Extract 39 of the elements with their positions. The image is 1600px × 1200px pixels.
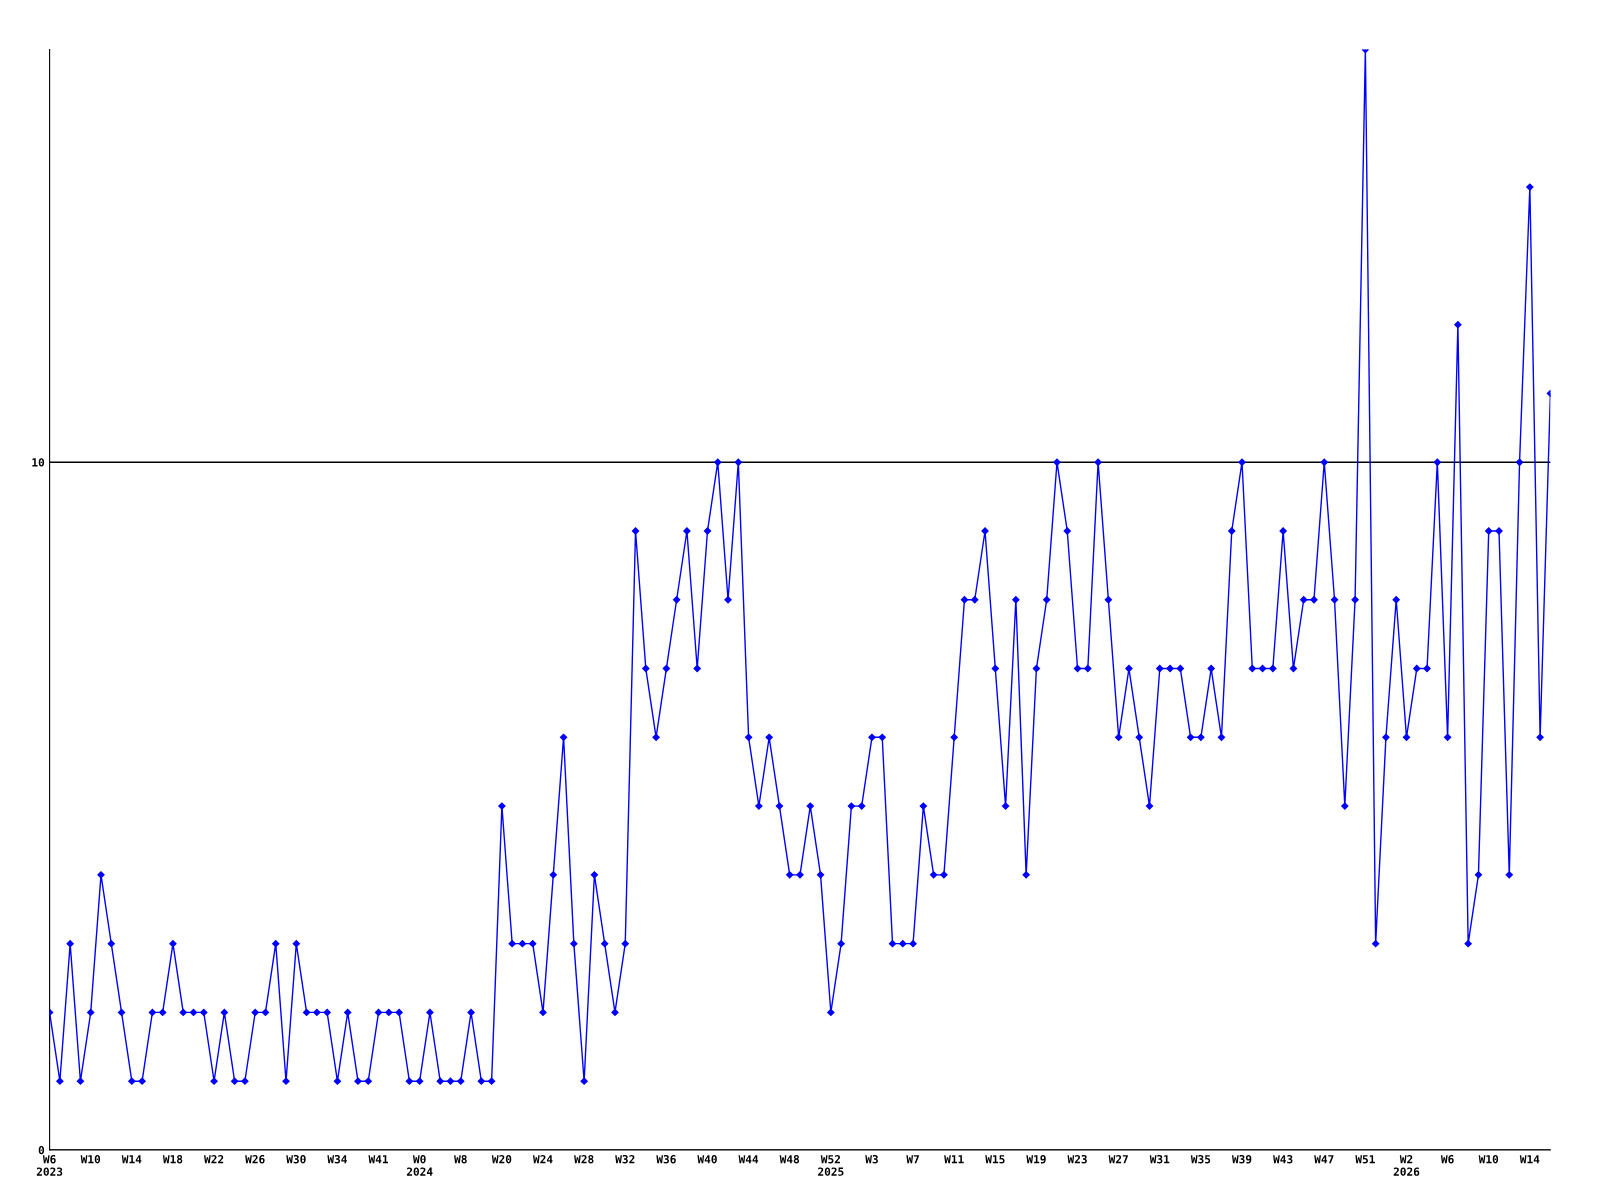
x-tick-label: W31	[1149, 1155, 1170, 1164]
x-tick-label: W19	[1026, 1155, 1046, 1164]
x-tick-label: W28	[574, 1155, 594, 1164]
x-tick-label: W8	[454, 1155, 467, 1164]
x-tick-label: W18	[162, 1155, 183, 1164]
x-tick-label: W47	[1314, 1155, 1334, 1164]
x-tick-label: W48	[779, 1155, 800, 1164]
x-tick-label: W6	[1440, 1155, 1454, 1164]
x-tick-label: W0 2024	[406, 1155, 433, 1176]
x-tick-label: W39	[1231, 1155, 1252, 1164]
x-tick-label: W24	[532, 1155, 553, 1164]
x-tick-label: W14	[121, 1155, 142, 1164]
x-tick-label: W26	[245, 1155, 265, 1164]
y-tick-label: 0	[38, 1145, 45, 1155]
x-tick-label: W7	[906, 1155, 919, 1164]
x-tick-label: W6 2023	[36, 1155, 63, 1176]
x-tick-label: W52 2025	[818, 1155, 844, 1176]
x-tick-label: W43	[1273, 1155, 1293, 1164]
x-tick-label: W32	[615, 1155, 635, 1164]
x-tick-label: W10	[1478, 1155, 1499, 1164]
x-tick-label: W30	[286, 1155, 306, 1164]
x-tick-label: W36	[656, 1155, 676, 1164]
x-tick-label: W41	[368, 1155, 389, 1164]
x-tick-label: W20	[491, 1155, 512, 1164]
x-tick-label: W40	[697, 1155, 717, 1164]
x-tick-label: W44	[738, 1155, 759, 1164]
x-tick-label: W35	[1190, 1155, 1211, 1164]
x-tick-label: W15	[985, 1155, 1005, 1164]
x-tick-label: W2 2026	[1393, 1155, 1420, 1176]
x-tick-label: W51	[1355, 1155, 1375, 1164]
x-tick-label: W10	[80, 1155, 101, 1164]
x-tick-label: W22	[204, 1155, 224, 1164]
x-tick-label: W34	[327, 1155, 347, 1164]
x-tick-label: W14	[1519, 1155, 1540, 1164]
x-tick-label: W11	[944, 1155, 964, 1164]
x-tick-label: W27	[1108, 1155, 1128, 1164]
x-tick-label: W23	[1067, 1155, 1087, 1164]
x-tick-label: W3	[865, 1155, 878, 1164]
y-tick-label: 10	[32, 458, 45, 467]
